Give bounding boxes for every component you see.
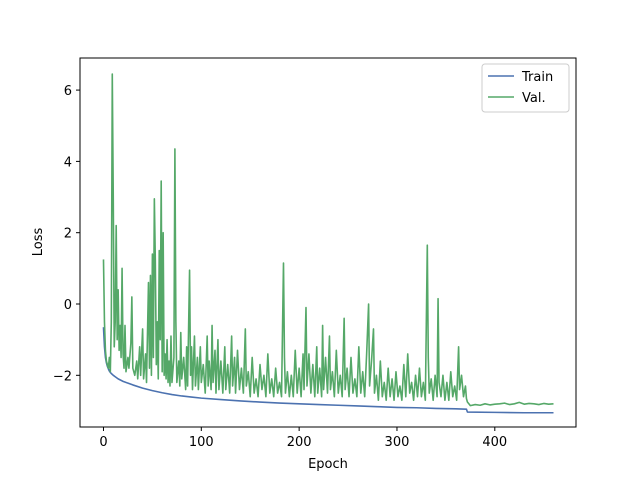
legend-label: Train: [521, 70, 553, 85]
y-tick-label: 0: [64, 298, 72, 313]
series-layer: [102, 73, 554, 414]
y-axis: −2 0 2 4 6: [53, 84, 80, 384]
x-axis-label: Epoch: [308, 457, 348, 472]
legend: Train Val.: [481, 63, 570, 113]
legend-label: Val.: [522, 91, 546, 106]
x-tick-label: 200: [287, 435, 312, 450]
x-tick-label: 400: [482, 435, 507, 450]
x-tick-label: 100: [189, 435, 214, 450]
series-line-val: [102, 73, 554, 407]
x-tick-label: 300: [385, 435, 410, 450]
y-axis-label: Loss: [31, 228, 46, 257]
x-axis: 0 100 200 300 400: [99, 427, 507, 450]
x-tick-label: 0: [99, 435, 107, 450]
y-tick-label: 2: [64, 227, 72, 242]
y-tick-label: 6: [64, 84, 72, 99]
y-tick-label: −2: [53, 369, 72, 384]
plot-frame: [79, 57, 577, 428]
y-tick-label: 4: [64, 155, 72, 170]
